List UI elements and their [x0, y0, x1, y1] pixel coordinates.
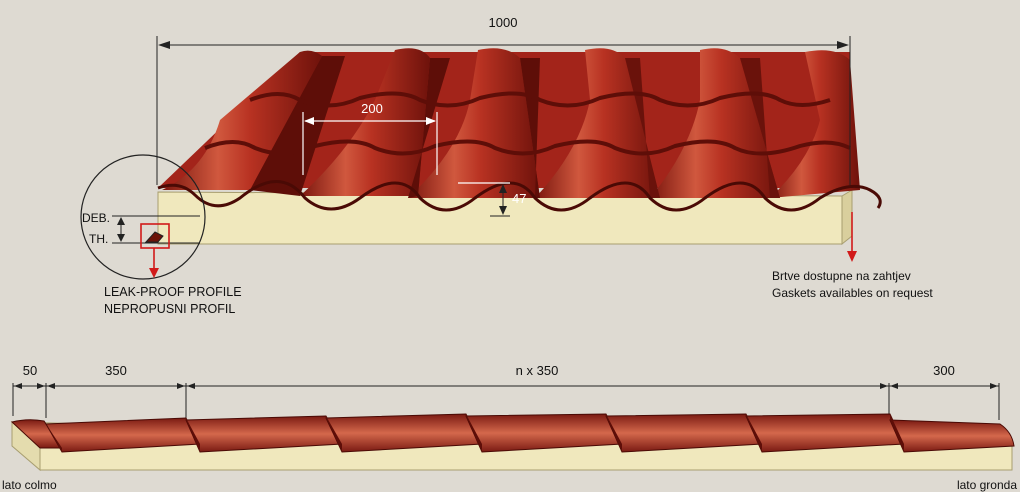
longitudinal-panel [10, 413, 1015, 472]
gasket-note-hr: Brtve dostupne na zahtjev [772, 269, 911, 283]
label-lato-colmo: lato colmo [2, 478, 57, 492]
seg-last-label: 300 [933, 363, 955, 378]
dimension-rib-height [458, 182, 510, 217]
roof-panel-3d [157, 48, 882, 246]
detail-circle [80, 154, 206, 280]
dim-pitch-label: 200 [361, 101, 383, 116]
tile-course-1 [249, 91, 831, 108]
leakproof-note-hr: NEPROPUSNI PROFIL [104, 302, 235, 316]
leakproof-note-en: LEAK-PROOF PROFILE [104, 285, 242, 299]
leakproof-highlight-box [140, 223, 170, 249]
dim-height-label: 47 [512, 191, 526, 206]
longitudinal-dimensions [12, 383, 1000, 420]
seg-first-label: 50 [23, 363, 37, 378]
label-lato-gronda: lato gronda [957, 478, 1017, 492]
seg-second-label: 350 [105, 363, 127, 378]
front-profile [157, 180, 882, 212]
leakproof-arrow [149, 268, 159, 278]
gasket-note-en: Gaskets availables on request [772, 286, 933, 300]
dimension-rib-pitch [302, 112, 438, 175]
roof-ribs [162, 48, 860, 199]
thickness-label-deb: DEB. [82, 211, 110, 225]
leakproof-profile-icon [144, 231, 164, 243]
tile-course-2 [204, 139, 851, 156]
dimension-total-width [156, 36, 851, 185]
dim-total-label: 1000 [489, 15, 518, 30]
thickness-label-th: TH. [89, 232, 108, 246]
gasket-callout [847, 212, 857, 262]
seg-middle-label: n x 350 [516, 363, 559, 378]
